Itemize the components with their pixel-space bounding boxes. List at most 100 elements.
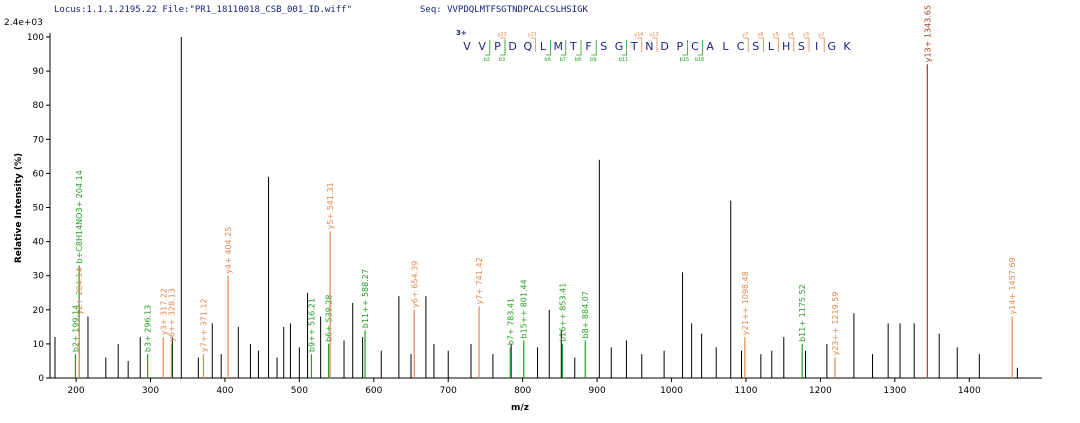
- b-ion-label: b8: [575, 57, 581, 63]
- y-break: [636, 37, 643, 52]
- peak-label: b15++ 801.44: [520, 279, 529, 338]
- y-ion-label: y7: [742, 32, 748, 38]
- x-tick-label: 400: [216, 386, 233, 396]
- peak-label: y7+ 741.42: [475, 257, 484, 304]
- y-tick-label: 50: [33, 204, 45, 214]
- b-break: [560, 40, 567, 56]
- sequence-header: Seq: VVPDQLMTFSGTNDPCALCSLHSIGK: [420, 5, 589, 15]
- peak-label: y3+ 317.22: [159, 288, 168, 335]
- b-break: [484, 40, 491, 56]
- sequence-letter: C: [737, 40, 745, 53]
- y-ion-label: y2: [818, 32, 824, 38]
- sequence-letter: P: [494, 40, 501, 53]
- peak-label: y6++ 328.13: [167, 288, 176, 342]
- b-ion-label: b9: [590, 57, 596, 63]
- x-tick-label: 900: [589, 386, 606, 396]
- x-tick-label: 1200: [809, 386, 832, 396]
- x-tick-label: 600: [365, 386, 382, 396]
- peak-label: b11+ 1175.52: [798, 284, 807, 342]
- y-break: [773, 37, 779, 52]
- peak-label: y23++ 1219.59: [831, 292, 840, 356]
- peak-label: b+C8H14NO3+ 204.14: [75, 170, 84, 263]
- y-break: [819, 37, 825, 52]
- sequence-letter: V: [463, 40, 471, 53]
- y-tick-label: 10: [33, 340, 45, 350]
- sequence-letter: G: [828, 40, 837, 53]
- y-ion-label: y6: [757, 32, 763, 38]
- peak-label: b6+ 539.28: [325, 294, 334, 341]
- sequence-letter: Q: [523, 40, 532, 53]
- y-break: [758, 37, 764, 52]
- peak-label: y14+ 1457.69: [1008, 257, 1017, 314]
- y-tick-label: 40: [33, 238, 45, 248]
- y-break: [530, 37, 536, 52]
- sequence-letter: L: [768, 40, 775, 53]
- x-tick-label: 300: [142, 386, 159, 396]
- sequence-letter: F: [585, 40, 591, 53]
- charge: 3+: [456, 29, 467, 37]
- b-break: [500, 40, 506, 56]
- x-axis-label: m/z: [511, 403, 529, 413]
- peak-label: b3+ 296.13: [144, 305, 153, 352]
- b-break: [621, 40, 627, 56]
- b-ion-label: b15: [680, 57, 690, 63]
- sequence-letter: K: [843, 40, 851, 53]
- sequence-letter: H: [782, 40, 790, 53]
- b-ion-label: b11: [619, 57, 629, 63]
- y-tick-label: 80: [33, 101, 45, 111]
- peak-label: b9++ 516.21: [307, 298, 316, 352]
- y-tick-label: 60: [33, 169, 45, 179]
- y-break: [743, 37, 749, 52]
- y-ion-label: y14: [634, 32, 643, 38]
- sequence-letter: C: [691, 40, 699, 53]
- peak-label: y2+ 204.14: [75, 268, 84, 315]
- y-ion-label: y21: [528, 32, 537, 38]
- sequence-letter: T: [569, 40, 577, 53]
- x-tick-label: 200: [67, 386, 84, 396]
- sequence-letter: S: [798, 40, 805, 53]
- b-ion-label: b16: [695, 57, 705, 63]
- y-break: [788, 37, 795, 52]
- peak-label: b7+ 783.41: [506, 298, 515, 345]
- peak-label: y13+ 1343.65: [923, 5, 932, 62]
- x-tick-label: 700: [440, 386, 457, 396]
- y-break: [500, 37, 506, 52]
- peak-label: y5+ 541.31: [326, 182, 335, 229]
- sequence-letter: S: [600, 40, 607, 53]
- y-axis-label: Relative Intensity (%): [14, 153, 24, 263]
- y-ion-label: y13: [649, 32, 658, 38]
- sequence-letter: D: [660, 40, 668, 53]
- y-ion-label: y4: [788, 32, 794, 38]
- x-tick-label: 1400: [958, 386, 981, 396]
- locus-header: Locus:1.1.1.2195.22 File:"PR1_18110018_C…: [54, 5, 352, 15]
- sequence-letter: S: [752, 40, 759, 53]
- b-ion-label: b3: [499, 57, 505, 63]
- b-break: [697, 40, 703, 56]
- b-break: [591, 40, 597, 56]
- y-break: [804, 37, 810, 52]
- y-ion-label: y3: [803, 32, 809, 38]
- b-ion-label: b7: [560, 57, 566, 63]
- y-tick-label: 70: [33, 135, 45, 145]
- y-tick-label: 0: [38, 374, 44, 384]
- x-tick-label: 1100: [735, 386, 758, 396]
- peak-label: b16++ 853.41: [558, 283, 567, 342]
- y-tick-label: 100: [27, 33, 44, 43]
- sequence-letter: D: [508, 40, 516, 53]
- peak-label: y21++ 1098.48: [741, 271, 750, 335]
- sequence-letter: L: [540, 40, 547, 53]
- sequence-letter: P: [676, 40, 683, 53]
- y-ion-label: y5: [773, 32, 779, 38]
- sequence-letter: N: [645, 40, 653, 53]
- peak-label: b2+ 199.14: [71, 305, 80, 352]
- y-tick-label: 90: [33, 67, 45, 77]
- y-tick-label: 30: [33, 272, 45, 282]
- y-multiplier: 2.4e+03: [4, 18, 43, 28]
- sequence-letter: V: [478, 40, 486, 53]
- x-tick-label: 500: [291, 386, 308, 396]
- sequence-letter: T: [630, 40, 638, 53]
- x-tick-label: 1000: [660, 386, 683, 396]
- sequence-letter: A: [706, 40, 714, 53]
- x-tick-label: 1300: [883, 386, 906, 396]
